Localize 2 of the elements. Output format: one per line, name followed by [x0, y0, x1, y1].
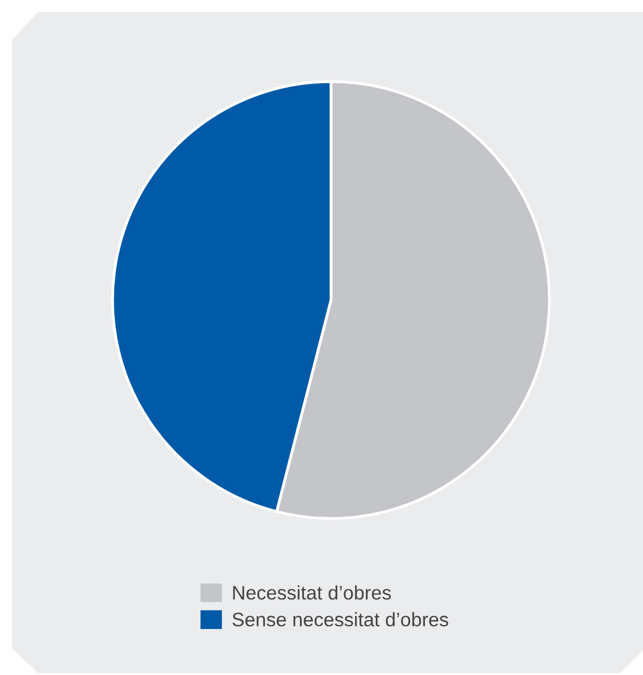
legend-label: Necessitat d’obres [233, 585, 391, 600]
legend-label: Sense necessitat d’obres [232, 612, 448, 626]
